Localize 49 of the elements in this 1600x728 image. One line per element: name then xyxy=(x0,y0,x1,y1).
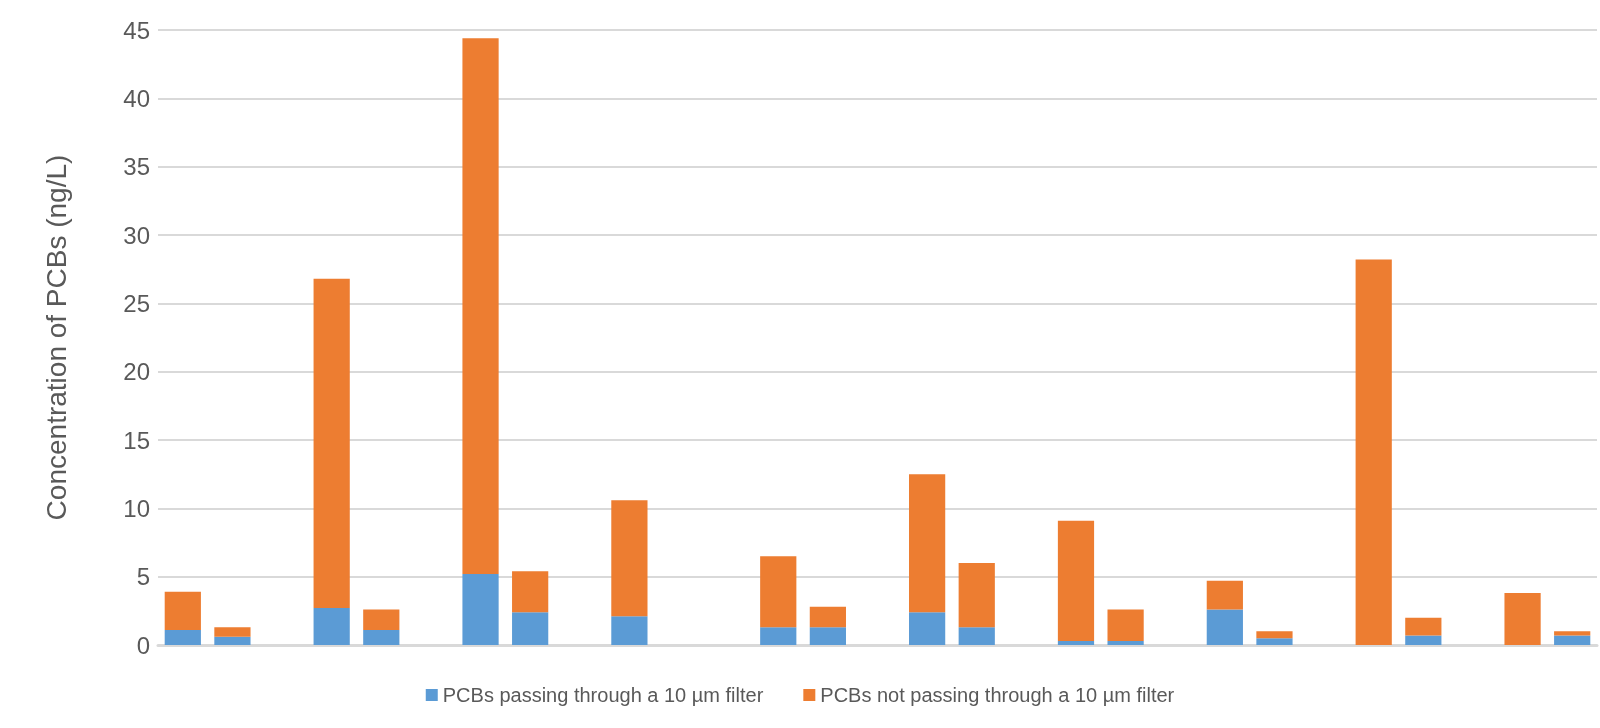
y-tick-label: 0 xyxy=(136,631,150,659)
bar xyxy=(958,563,995,628)
bar xyxy=(214,636,251,645)
y-tick-label: 5 xyxy=(136,563,150,591)
bar xyxy=(363,629,400,645)
bar xyxy=(1256,638,1293,645)
bar xyxy=(462,573,499,645)
bar xyxy=(1405,617,1442,636)
bar xyxy=(1504,593,1541,645)
bar xyxy=(611,616,648,645)
bar xyxy=(909,474,946,613)
bar xyxy=(1405,635,1442,645)
bar xyxy=(760,627,797,645)
bar xyxy=(1256,631,1293,639)
legend-label: PCBs not passing through a 10 µm filter xyxy=(820,684,1175,706)
bar xyxy=(1107,609,1144,641)
y-tick-label: 10 xyxy=(123,494,150,522)
bar xyxy=(1057,640,1095,645)
y-tick-label: 35 xyxy=(123,153,150,181)
bar xyxy=(1206,609,1243,645)
bar xyxy=(214,627,251,637)
bar xyxy=(1554,631,1591,636)
bar xyxy=(363,609,400,630)
bar xyxy=(462,38,499,574)
bar xyxy=(1355,259,1392,645)
bar xyxy=(164,591,201,630)
bar xyxy=(611,500,648,617)
legend-label: PCBs passing through a 10 µm filter xyxy=(442,684,764,706)
y-tick-label: 20 xyxy=(123,358,150,386)
bar xyxy=(164,629,201,645)
bar xyxy=(958,627,995,645)
bar xyxy=(1107,640,1144,645)
bar xyxy=(809,627,846,645)
bar xyxy=(313,608,350,645)
bar xyxy=(760,556,797,628)
y-tick-label: 30 xyxy=(123,221,150,249)
bar xyxy=(313,278,350,609)
bar xyxy=(909,612,946,645)
bar xyxy=(512,571,549,613)
y-tick-label: 15 xyxy=(123,426,150,454)
bar xyxy=(1057,520,1095,641)
y-tick-label: 40 xyxy=(123,84,150,112)
bar xyxy=(1206,580,1243,610)
y-tick-label: 45 xyxy=(123,16,150,44)
bar xyxy=(809,606,846,628)
y-axis-title: Concentration of PCBs (ng/L) xyxy=(40,154,72,521)
bar xyxy=(1554,635,1591,645)
bar xyxy=(512,612,549,645)
y-tick-label: 25 xyxy=(123,289,150,317)
